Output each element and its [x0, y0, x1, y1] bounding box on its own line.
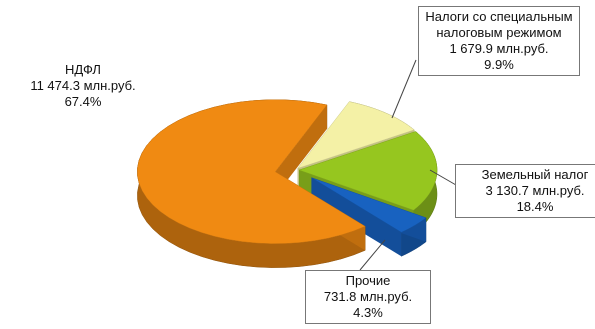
category-label: НДФЛ	[65, 62, 101, 77]
amount-label: 3 130.7 млн.руб.	[485, 183, 585, 198]
percent-label: 4.3%	[353, 305, 383, 320]
category-label: Земельный налог	[481, 167, 589, 182]
label-special: Налоги со специальным налоговым режимом …	[418, 6, 580, 76]
slice	[298, 131, 438, 211]
percent-label: 18.4%	[516, 199, 554, 214]
amount-label: 731.8 млн.руб.	[323, 289, 413, 304]
slice	[311, 177, 427, 233]
pie-tops	[137, 99, 438, 244]
leader-line	[359, 239, 386, 271]
percent-label: 9.9%	[484, 57, 514, 72]
label-ndfl: НДФЛ 11 474.3 млн.руб. 67.4%	[8, 60, 158, 112]
slice-edge	[311, 177, 402, 257]
category-label: Налоги со специальным налоговым режимом	[425, 9, 573, 40]
leader-line	[429, 169, 457, 186]
slice	[137, 99, 366, 244]
amount-label: 1 679.9 млн.руб.	[449, 41, 549, 56]
slice	[296, 101, 415, 169]
leader-line	[391, 59, 417, 119]
category-label: Прочие	[345, 273, 391, 288]
label-other: Прочие 731.8 млн.руб. 4.3%	[305, 270, 431, 324]
label-land: Земельный налог 3 130.7 млн.руб. 18.4%	[455, 164, 595, 218]
percent-label: 67.4%	[64, 94, 102, 109]
slice-edge	[275, 104, 327, 196]
amount-label: 11 474.3 млн.руб.	[30, 78, 136, 93]
